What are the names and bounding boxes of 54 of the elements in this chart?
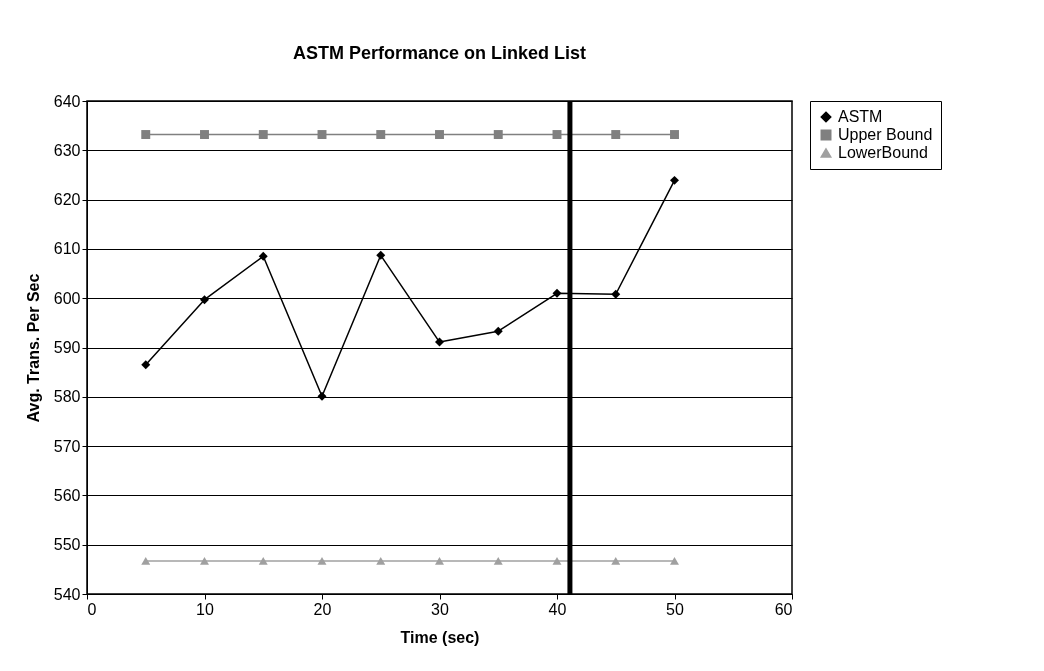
y-tick-label: 630 xyxy=(53,141,81,159)
point xyxy=(435,337,444,347)
point xyxy=(258,130,268,139)
point xyxy=(141,130,151,139)
point xyxy=(200,557,209,565)
point xyxy=(670,175,679,185)
point xyxy=(611,130,621,139)
y-tick-label: 640 xyxy=(53,92,81,110)
point xyxy=(435,130,444,139)
point xyxy=(493,557,503,565)
point xyxy=(317,391,327,401)
point xyxy=(611,557,621,565)
point xyxy=(200,295,209,305)
point xyxy=(611,289,621,299)
x-tick-label: 30 xyxy=(431,600,449,618)
point xyxy=(493,326,503,336)
legend-label: ASTM xyxy=(838,108,883,125)
x-tick-label: 20 xyxy=(313,600,332,618)
y-tick-label: 560 xyxy=(53,486,81,504)
legend-label: LowerBound xyxy=(838,144,928,161)
point xyxy=(141,360,151,370)
point xyxy=(258,557,268,565)
y-tick-label: 610 xyxy=(53,240,81,258)
y-tick-label: 550 xyxy=(53,536,81,554)
point xyxy=(552,557,562,565)
x-tick-label: 10 xyxy=(196,600,214,618)
y-tick-label: 540 xyxy=(53,585,81,603)
y-axis-title: Avg. Trans. Per Sec xyxy=(24,273,42,423)
x-tick-label: 40 xyxy=(548,600,567,618)
y-tick-label: 600 xyxy=(53,289,81,307)
y-tick-label: 620 xyxy=(53,191,81,209)
point xyxy=(317,130,327,139)
point xyxy=(200,130,209,139)
point xyxy=(376,557,386,565)
y-tick-label: 590 xyxy=(53,339,81,356)
point xyxy=(493,130,503,139)
point xyxy=(670,557,679,565)
point xyxy=(376,130,386,139)
point xyxy=(552,130,562,139)
point xyxy=(258,251,268,261)
y-tick-label: 570 xyxy=(53,437,81,455)
point xyxy=(670,130,679,139)
point xyxy=(317,557,327,565)
point xyxy=(141,557,151,565)
y-tick-label: 580 xyxy=(53,388,81,406)
x-tick-label: 0 xyxy=(87,600,97,618)
point xyxy=(376,250,386,260)
x-tick-label: 60 xyxy=(774,600,793,618)
point xyxy=(435,557,444,565)
legend-label: Upper Bound xyxy=(838,126,933,143)
chart-title: ASTM Performance on Linked List xyxy=(292,43,587,63)
x-tick-label: 50 xyxy=(666,600,684,618)
point xyxy=(552,288,562,298)
x-axis-title: Time (sec) xyxy=(400,628,480,646)
